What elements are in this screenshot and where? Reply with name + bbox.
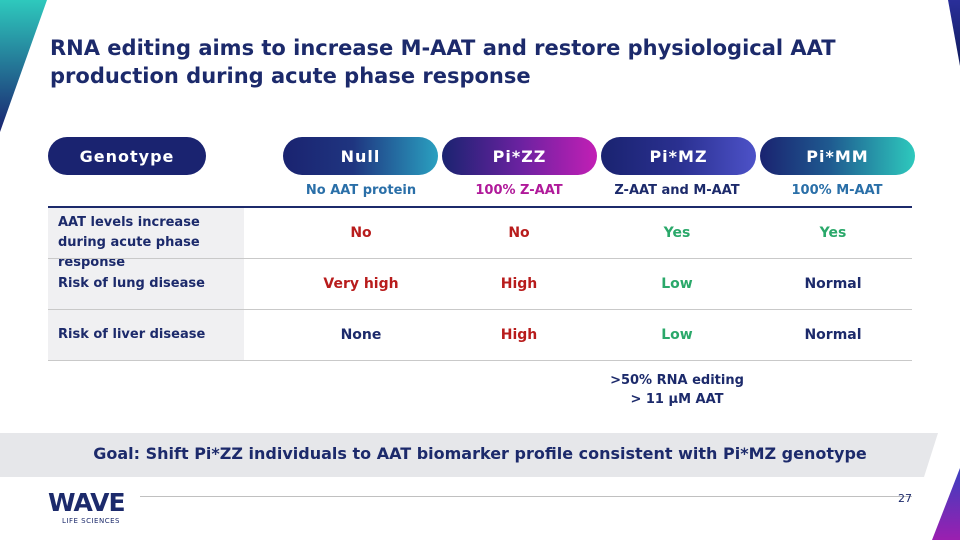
table-cell: High xyxy=(500,276,538,292)
table-row-label: Risk of lung disease xyxy=(58,276,205,291)
table-cell: Low xyxy=(661,276,693,292)
logo-wordmark: WAVE xyxy=(48,488,126,517)
table-cell: No xyxy=(350,225,372,241)
table-cell: High xyxy=(500,327,538,343)
corner-decoration-top-right xyxy=(948,0,960,66)
label-column-background xyxy=(48,208,244,361)
row-divider xyxy=(48,258,912,259)
footer-rule xyxy=(140,496,912,497)
column-label-pimm: Pi*MM xyxy=(806,146,869,166)
table-row-label: Risk of liver disease xyxy=(58,327,206,342)
column-header-pimz: Pi*MZ xyxy=(601,137,756,175)
column-label-pizz: Pi*ZZ xyxy=(492,146,547,166)
column-label-null: Null xyxy=(340,146,381,166)
company-logo: WAVE LIFE SCIENCES xyxy=(48,489,138,529)
column-subtitle-pimz: Z-AAT and M-AAT xyxy=(614,183,740,198)
editing-note-line1: >50% RNA editing xyxy=(610,373,744,388)
row-divider xyxy=(48,309,912,310)
column-header-pimm: Pi*MM xyxy=(760,137,915,175)
page-number: 27 xyxy=(898,492,912,505)
table-row-label: AAT levels increase during acute phase r… xyxy=(58,215,200,270)
table-cell: Yes xyxy=(663,225,691,241)
column-header-null: Null xyxy=(283,137,438,175)
genotype-header-pill: Genotype xyxy=(48,137,206,175)
corner-decoration-top-left xyxy=(0,0,47,132)
column-subtitle-null: No AAT protein xyxy=(305,183,417,198)
genotype-label: Genotype xyxy=(79,146,175,166)
table-header-rule xyxy=(48,206,912,208)
column-label-pimz: Pi*MZ xyxy=(649,146,708,166)
goal-statement: Goal: Shift Pi*ZZ individuals to AAT bio… xyxy=(93,444,867,463)
table-cell: Normal xyxy=(804,327,862,343)
corner-decoration-bottom-right xyxy=(932,468,960,540)
column-subtitle-pizz: 100% Z-AAT xyxy=(475,183,563,198)
editing-note-line2: > 11 µM AAT xyxy=(630,392,724,407)
column-subtitle-pimm: 100% M-AAT xyxy=(791,183,883,198)
table-cell: Normal xyxy=(804,276,862,292)
table-cell: Very high xyxy=(323,276,399,292)
row-divider xyxy=(48,360,912,361)
logo-subtitle: LIFE SCIENCES xyxy=(62,517,120,525)
table-cell: No xyxy=(508,225,530,241)
table-cell: None xyxy=(340,327,382,343)
editing-note: >50% RNA editing > 11 µM AAT xyxy=(597,371,757,409)
column-header-pizz: Pi*ZZ xyxy=(442,137,597,175)
goal-banner-background xyxy=(0,433,938,477)
table-cell: Yes xyxy=(819,225,847,241)
table-cell: Low xyxy=(661,327,693,343)
slide-title: RNA editing aims to increase M-AAT and r… xyxy=(50,36,836,88)
